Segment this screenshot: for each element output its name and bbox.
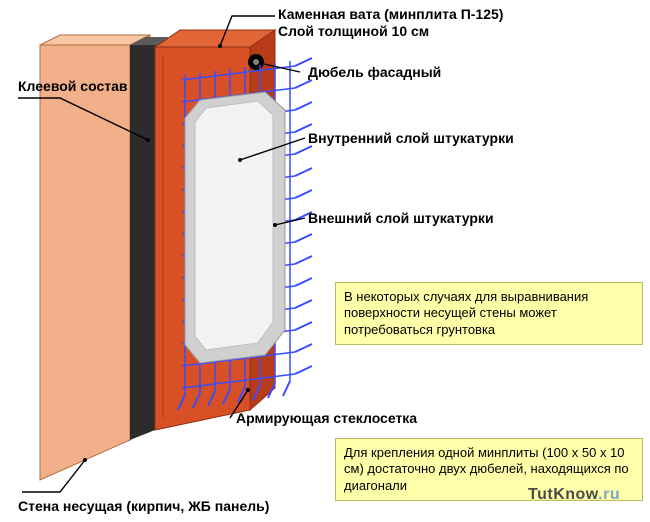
plaster-panel — [185, 92, 285, 363]
watermark: TutKnow.ru — [528, 486, 620, 504]
dowel — [248, 54, 264, 70]
label-wall: Стена несущая (кирпич, ЖБ панель) — [18, 498, 269, 515]
label-inner-plaster: Внутренний слой штукатурки — [308, 130, 514, 147]
label-adhesive: Клеевой состав — [18, 78, 127, 95]
label-insulation: Каменная вата (минплита П-125) Слой толщ… — [278, 6, 503, 40]
watermark-tld: .ru — [598, 486, 620, 503]
watermark-brand: TutKnow — [528, 486, 598, 503]
diagram-stage: Клеевой состав Каменная вата (минплита П… — [0, 0, 650, 522]
label-dowel: Дюбель фасадный — [308, 64, 441, 81]
label-outer-plaster: Внешний слой штукатурки — [308, 210, 494, 227]
label-mesh: Армирующая стеклосетка — [236, 410, 417, 427]
note-primer: В некоторых случаях для выравнивания пов… — [335, 282, 643, 345]
